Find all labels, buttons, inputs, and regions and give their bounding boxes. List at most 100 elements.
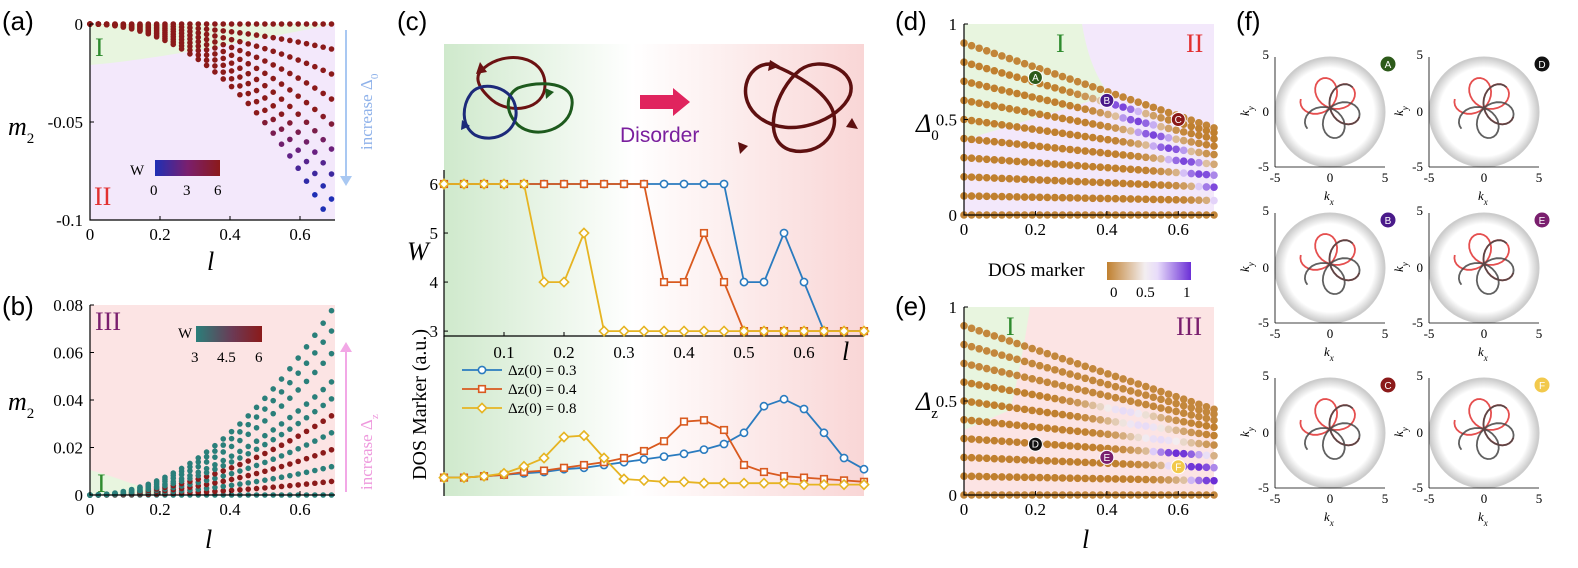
point bbox=[1172, 168, 1180, 177]
point bbox=[1134, 140, 1143, 148]
point bbox=[1126, 115, 1135, 124]
marker bbox=[719, 425, 729, 435]
point bbox=[220, 21, 227, 27]
point bbox=[303, 40, 310, 47]
badge-E bbox=[1533, 211, 1551, 229]
point bbox=[1013, 438, 1021, 447]
point bbox=[1066, 75, 1074, 83]
marker bbox=[838, 325, 850, 337]
point bbox=[1043, 143, 1052, 151]
point bbox=[1202, 126, 1211, 135]
point bbox=[1187, 129, 1196, 138]
point bbox=[312, 127, 318, 134]
point bbox=[1142, 180, 1150, 189]
kx-tick-label: -5 bbox=[1424, 326, 1435, 341]
kx-sub: x bbox=[1329, 353, 1334, 363]
point bbox=[1013, 123, 1021, 131]
point bbox=[1005, 139, 1014, 148]
point bbox=[1005, 157, 1014, 165]
point bbox=[237, 448, 243, 455]
point bbox=[1111, 372, 1120, 381]
point bbox=[1126, 179, 1135, 188]
point bbox=[1202, 463, 1211, 472]
point bbox=[1028, 158, 1036, 167]
point bbox=[270, 410, 277, 417]
point bbox=[303, 99, 310, 106]
kx-tick-label: -5 bbox=[1270, 491, 1281, 506]
point bbox=[1149, 393, 1158, 402]
point bbox=[1157, 475, 1165, 484]
point bbox=[137, 484, 143, 490]
point bbox=[1126, 420, 1135, 428]
point bbox=[1073, 103, 1082, 112]
point bbox=[245, 413, 252, 419]
subplot-F: -5 0 5 5 0 -5 kx ky F bbox=[1391, 368, 1551, 528]
marker bbox=[738, 325, 750, 337]
point bbox=[237, 429, 243, 435]
point bbox=[1020, 438, 1029, 447]
point bbox=[195, 21, 202, 27]
point bbox=[1020, 473, 1029, 482]
point bbox=[287, 449, 293, 456]
marker bbox=[559, 463, 569, 472]
point bbox=[212, 475, 218, 482]
point bbox=[1051, 409, 1059, 418]
point bbox=[262, 95, 268, 101]
point bbox=[228, 459, 235, 465]
point bbox=[112, 22, 118, 29]
point bbox=[1119, 460, 1127, 468]
point bbox=[1195, 463, 1203, 471]
kx-sub: x bbox=[1329, 518, 1334, 528]
point bbox=[295, 93, 301, 99]
x-tick-label: 0.2 bbox=[149, 500, 170, 519]
point bbox=[1051, 352, 1059, 360]
point bbox=[1066, 145, 1074, 154]
point bbox=[1142, 129, 1150, 138]
point bbox=[1058, 193, 1067, 202]
point bbox=[1066, 383, 1074, 392]
point bbox=[1013, 355, 1021, 364]
point bbox=[1195, 450, 1203, 459]
ky-tick-label: 5 bbox=[1263, 368, 1270, 383]
point bbox=[1096, 121, 1105, 130]
x-tick-label: 0 bbox=[86, 500, 95, 519]
point bbox=[187, 460, 193, 467]
point bbox=[312, 394, 318, 400]
point bbox=[998, 52, 1006, 60]
point bbox=[1013, 106, 1021, 114]
point bbox=[1134, 421, 1143, 429]
marker bbox=[718, 325, 730, 337]
marker bbox=[778, 477, 790, 489]
point bbox=[295, 458, 301, 465]
legend-label: Δz(0) = 0.3 bbox=[508, 363, 577, 379]
marker bbox=[658, 325, 670, 337]
point bbox=[967, 116, 976, 125]
point bbox=[228, 465, 235, 471]
point bbox=[220, 462, 227, 469]
marker bbox=[739, 277, 749, 287]
point bbox=[1081, 458, 1090, 467]
point bbox=[178, 46, 185, 52]
point bbox=[1096, 416, 1105, 424]
point bbox=[967, 41, 976, 50]
point bbox=[262, 477, 268, 483]
y-tick-label: 0 bbox=[949, 486, 958, 505]
marker bbox=[759, 277, 769, 287]
point bbox=[312, 369, 318, 376]
point bbox=[295, 75, 301, 81]
point bbox=[1195, 118, 1203, 127]
point bbox=[328, 71, 335, 77]
point bbox=[262, 395, 268, 402]
marker bbox=[758, 325, 770, 337]
ylabel-e: Δz bbox=[915, 387, 938, 422]
point bbox=[1028, 406, 1036, 415]
point bbox=[262, 406, 268, 412]
panel-a-label: (a) bbox=[2, 6, 34, 36]
point bbox=[328, 446, 335, 453]
marker bbox=[739, 428, 749, 438]
point bbox=[1157, 413, 1165, 422]
point bbox=[1202, 430, 1211, 439]
ky-tick-label: 0 bbox=[1263, 260, 1270, 275]
point bbox=[1111, 164, 1120, 173]
